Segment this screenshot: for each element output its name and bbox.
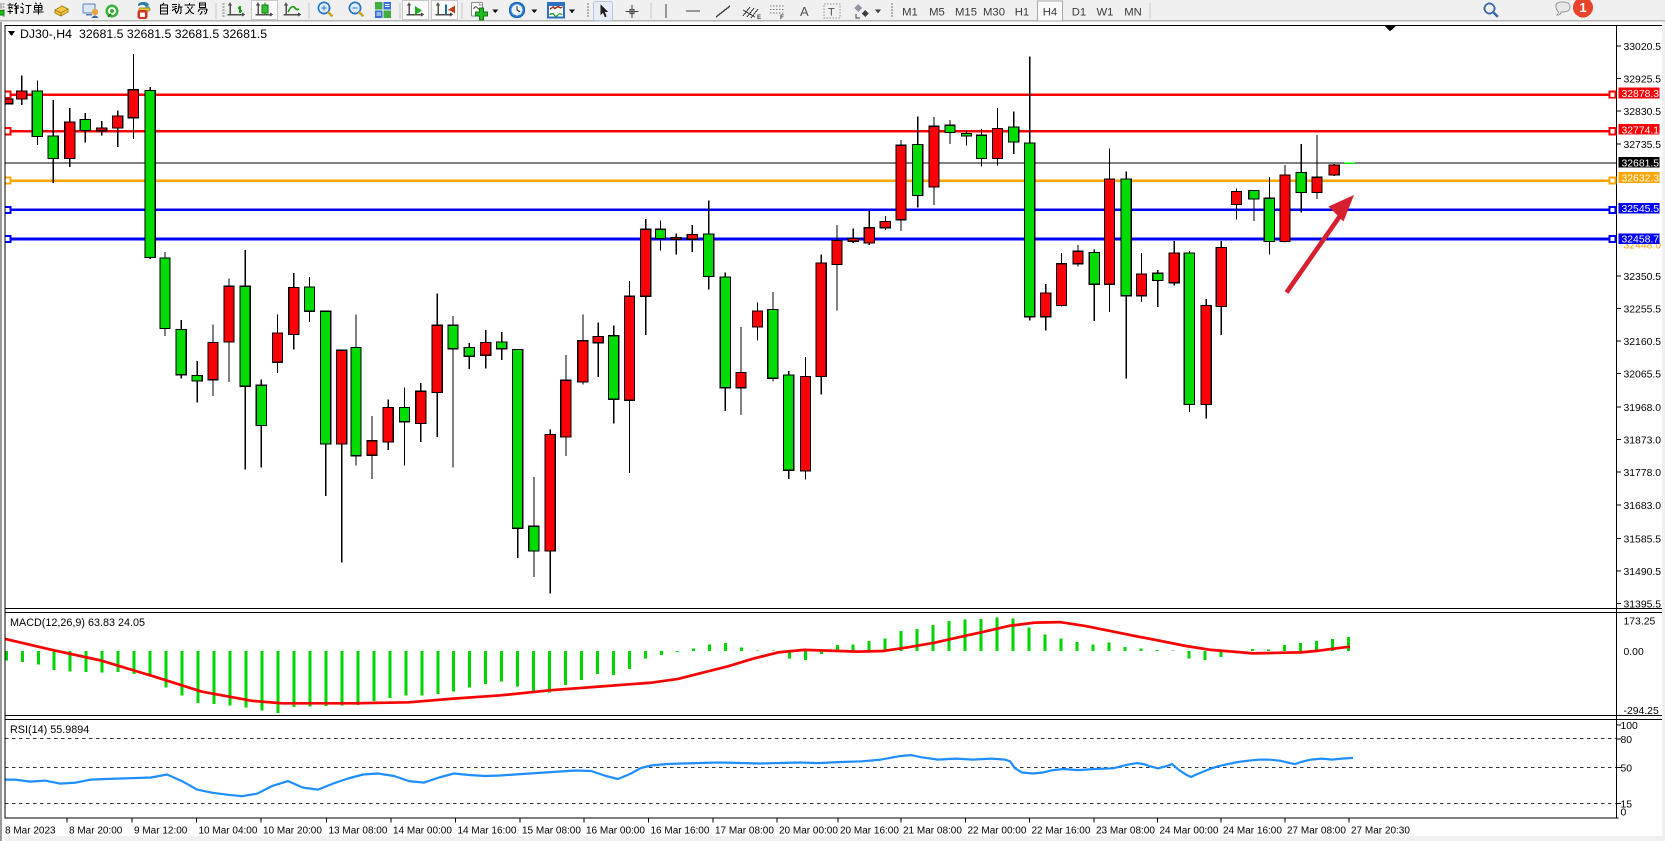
svg-text:31873.0: 31873.0 <box>1624 436 1662 447</box>
svg-text:9 Mar 12:00: 9 Mar 12:00 <box>134 826 188 837</box>
svg-text:31395.5: 31395.5 <box>1624 599 1662 610</box>
svg-text:24 Mar 00:00: 24 Mar 00:00 <box>1160 826 1219 837</box>
svg-text:RSI(14) 55.9894: RSI(14) 55.9894 <box>10 724 89 736</box>
svg-text:173.25: 173.25 <box>1624 617 1656 628</box>
svg-text:32255.5: 32255.5 <box>1624 304 1662 315</box>
svg-text:10 Mar 20:00: 10 Mar 20:00 <box>263 826 322 837</box>
svg-text:20 Mar 16:00: 20 Mar 16:00 <box>840 826 899 837</box>
svg-text:-294.25: -294.25 <box>1624 706 1659 717</box>
svg-text:T: T <box>828 7 835 19</box>
svg-text:21 Mar 08:00: 21 Mar 08:00 <box>903 826 962 837</box>
svg-text:27 Mar 08:00: 27 Mar 08:00 <box>1287 826 1346 837</box>
svg-text:23 Mar 08:00: 23 Mar 08:00 <box>1096 826 1155 837</box>
svg-text:0: 0 <box>1621 808 1627 819</box>
svg-text:33020.5: 33020.5 <box>1624 42 1662 53</box>
svg-text:10 Mar 04:00: 10 Mar 04:00 <box>199 826 258 837</box>
svg-text:31778.0: 31778.0 <box>1624 468 1662 479</box>
svg-text:8 Mar 20:00: 8 Mar 20:00 <box>69 826 123 837</box>
svg-text:32545.5: 32545.5 <box>1622 204 1660 215</box>
svg-text:32160.5: 32160.5 <box>1624 337 1662 348</box>
svg-text:32925.5: 32925.5 <box>1624 75 1662 86</box>
svg-text:14 Mar 16:00: 14 Mar 16:00 <box>458 826 517 837</box>
svg-text:31683.0: 31683.0 <box>1624 501 1662 512</box>
svg-text:22 Mar 00:00: 22 Mar 00:00 <box>968 826 1027 837</box>
svg-text:20 Mar 00:00: 20 Mar 00:00 <box>779 826 838 837</box>
svg-text:15: 15 <box>1621 799 1633 810</box>
svg-text:32681.5: 32681.5 <box>1622 158 1660 169</box>
svg-text:M15: M15 <box>955 7 977 19</box>
svg-text:32458.7: 32458.7 <box>1622 235 1660 246</box>
svg-text:DJ30-,H4: DJ30-,H4 <box>20 27 72 41</box>
svg-text:1: 1 <box>1579 0 1586 15</box>
svg-text:M5: M5 <box>929 7 945 19</box>
svg-text:31585.5: 31585.5 <box>1624 534 1662 545</box>
svg-text:32065.5: 32065.5 <box>1624 370 1662 381</box>
svg-text:32830.5: 32830.5 <box>1624 107 1662 118</box>
svg-text:M30: M30 <box>983 7 1005 19</box>
svg-text:31968.0: 31968.0 <box>1624 403 1662 414</box>
svg-text:32774.1: 32774.1 <box>1622 125 1660 136</box>
svg-text:50: 50 <box>1621 764 1633 775</box>
svg-text:MN: MN <box>1124 7 1142 19</box>
svg-text:27 Mar 20:30: 27 Mar 20:30 <box>1351 826 1410 837</box>
svg-text:15 Mar 08:00: 15 Mar 08:00 <box>522 826 581 837</box>
svg-text:32878.3: 32878.3 <box>1622 89 1660 100</box>
svg-text:32735.5: 32735.5 <box>1624 140 1662 151</box>
svg-text:0.00: 0.00 <box>1624 647 1644 658</box>
svg-text:H4: H4 <box>1043 7 1057 19</box>
svg-text:24 Mar 16:00: 24 Mar 16:00 <box>1223 826 1282 837</box>
svg-text:32632.3: 32632.3 <box>1622 174 1660 185</box>
svg-text:D1: D1 <box>1072 7 1086 19</box>
svg-text:14 Mar 00:00: 14 Mar 00:00 <box>393 826 452 837</box>
svg-text:100: 100 <box>1621 721 1639 732</box>
svg-text:E: E <box>757 15 761 21</box>
svg-text:16 Mar 00:00: 16 Mar 00:00 <box>586 826 645 837</box>
svg-text:32681.5 32681.5 32681.5 32681.: 32681.5 32681.5 32681.5 32681.5 <box>79 27 267 41</box>
svg-text:32350.5: 32350.5 <box>1624 272 1662 283</box>
svg-text:H1: H1 <box>1015 7 1029 19</box>
svg-text:22 Mar 16:00: 22 Mar 16:00 <box>1032 826 1091 837</box>
svg-text:17 Mar 08:00: 17 Mar 08:00 <box>715 826 774 837</box>
svg-text:A: A <box>800 4 809 19</box>
svg-text:16 Mar 16:00: 16 Mar 16:00 <box>651 826 710 837</box>
svg-text:31490.5: 31490.5 <box>1624 567 1662 578</box>
svg-text:W1: W1 <box>1097 7 1114 19</box>
svg-text:MACD(12,26,9) 63.83 24.05: MACD(12,26,9) 63.83 24.05 <box>10 617 145 629</box>
svg-text:8 Mar 2023: 8 Mar 2023 <box>5 826 56 837</box>
svg-text:M1: M1 <box>902 7 918 19</box>
svg-text:13 Mar 08:00: 13 Mar 08:00 <box>329 826 388 837</box>
svg-text:F: F <box>780 14 784 21</box>
svg-text:32448.0: 32448.0 <box>1624 240 1662 251</box>
svg-text:80: 80 <box>1621 735 1633 746</box>
